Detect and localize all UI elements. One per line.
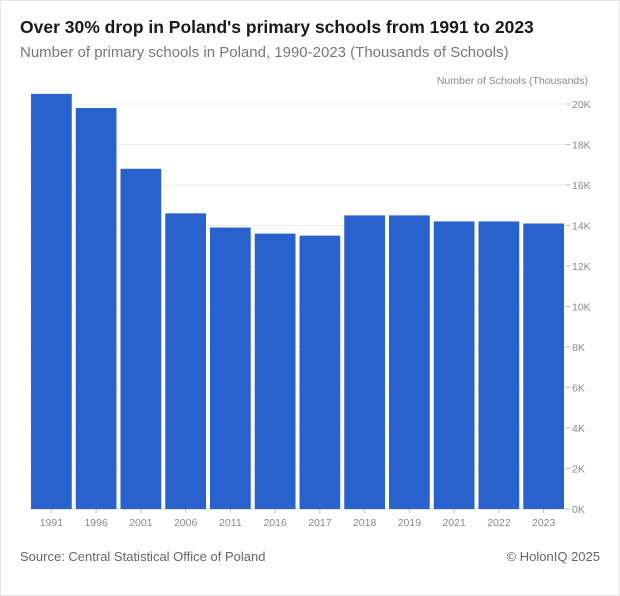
- y-axis-ticks: 0K 2K 4K 6K 8K 10K 12K 14K 16K 18K 20K: [566, 99, 591, 516]
- chart-subtitle: Number of primary schools in Poland, 199…: [20, 44, 509, 61]
- x-tick-label: 2023: [532, 517, 556, 529]
- x-tick-label: 2022: [487, 517, 511, 529]
- x-axis-ticks: 1991 1996 2001 2006 2011 2016 2017 2018 2019 2021…: [40, 509, 556, 529]
- bar-1991: [31, 93, 72, 509]
- x-tick-label: 2021: [442, 517, 466, 529]
- x-tick-label: 1996: [84, 517, 108, 529]
- x-tick-label: 2018: [353, 517, 377, 529]
- bar-2016: [254, 233, 296, 509]
- bar-2001: [120, 168, 162, 510]
- bar-2006: [165, 213, 206, 509]
- bar-chart: Number of Schools (Thousands) 1991 1996 20…: [29, 75, 591, 529]
- y-tick-label: 4K: [572, 423, 585, 435]
- gridlines: [29, 103, 566, 510]
- x-tick-label: 2001: [129, 517, 153, 529]
- y-axis-label: Number of Schools (Thousands): [437, 75, 588, 87]
- y-tick-label: 12K: [572, 261, 591, 273]
- x-tick-label: 2017: [308, 517, 332, 529]
- x-tick-label: 2019: [398, 517, 422, 529]
- y-tick-label: 8K: [572, 342, 585, 354]
- x-tick-label: 2006: [174, 517, 198, 529]
- y-tick-label: 10K: [572, 302, 591, 314]
- credit-note: © HolonIQ 2025: [506, 549, 600, 564]
- y-tick-label: 18K: [572, 140, 591, 152]
- chart-title: Over 30% drop in Poland's primary school…: [20, 17, 534, 37]
- x-tick-label: 1991: [40, 517, 64, 529]
- y-tick-label: 14K: [572, 221, 591, 233]
- bars: [31, 93, 564, 510]
- bar-2019: [389, 215, 430, 510]
- x-tick-label: 2016: [263, 517, 287, 529]
- bar-2023: [523, 223, 564, 510]
- y-tick-label: 6K: [572, 383, 585, 395]
- source-note: Source: Central Statistical Office of Po…: [20, 549, 266, 564]
- bar-2021: [433, 221, 475, 509]
- bar-2022: [478, 221, 520, 509]
- bar-1996: [75, 108, 117, 510]
- y-tick-label: 2K: [572, 464, 585, 476]
- bar-2017: [299, 235, 341, 510]
- y-tick-label: 20K: [572, 99, 591, 111]
- bar-2018: [344, 215, 385, 510]
- bar-2011: [210, 227, 251, 509]
- y-tick-label: 0K: [572, 504, 585, 516]
- x-tick-label: 2011: [219, 517, 242, 529]
- y-tick-label: 16K: [572, 180, 591, 192]
